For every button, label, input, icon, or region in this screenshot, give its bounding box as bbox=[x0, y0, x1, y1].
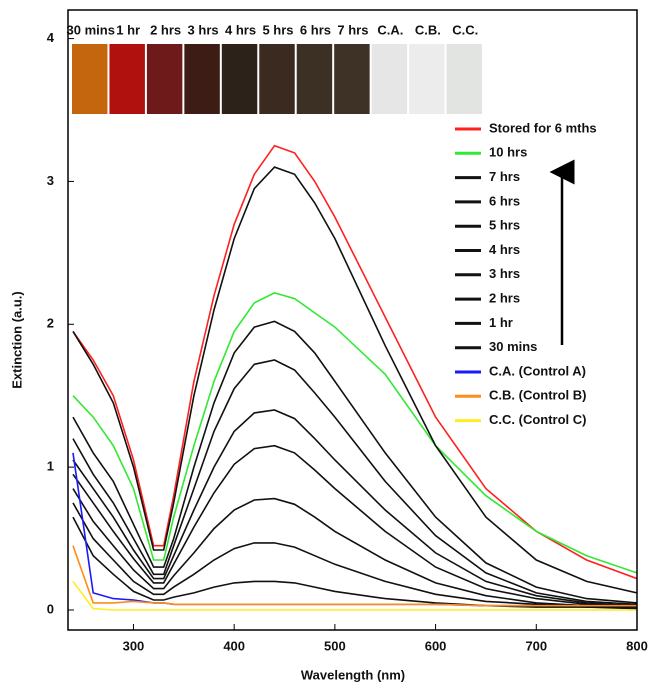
plot-frame bbox=[67, 9, 638, 631]
vial bbox=[446, 44, 482, 114]
legend-label: 30 mins bbox=[489, 339, 537, 354]
series-line bbox=[72, 545, 637, 607]
legend-label: 7 hrs bbox=[489, 169, 520, 184]
vial bbox=[146, 44, 183, 114]
vial bbox=[371, 44, 408, 114]
series-line bbox=[72, 502, 637, 608]
x-tick-label: 400 bbox=[223, 638, 245, 653]
vial-label: 1 hr bbox=[116, 22, 140, 37]
x-tick-label: 600 bbox=[425, 638, 447, 653]
series-line bbox=[72, 409, 638, 607]
vial-label: 4 hrs bbox=[225, 22, 256, 37]
legend-label: C.C. (Control C) bbox=[489, 412, 586, 427]
x-tick-label: 500 bbox=[324, 638, 346, 653]
y-tick-label: 0 bbox=[47, 601, 54, 616]
series-line bbox=[72, 144, 638, 580]
vial bbox=[409, 44, 445, 114]
series-line bbox=[72, 359, 638, 606]
x-tick-label: 800 bbox=[626, 638, 648, 653]
vial bbox=[184, 44, 220, 114]
legend-label: Stored for 6 mths bbox=[489, 120, 597, 135]
series-line bbox=[72, 292, 638, 574]
vial-label: 3 hrs bbox=[188, 22, 219, 37]
legend-label: 10 hrs bbox=[489, 145, 527, 160]
legend-label: C.B. (Control B) bbox=[489, 388, 586, 403]
vial-label: 5 hrs bbox=[262, 22, 293, 37]
legend-label: 1 hr bbox=[489, 315, 513, 330]
vial bbox=[109, 44, 145, 114]
vial-label: C.B. bbox=[415, 22, 441, 37]
vial bbox=[221, 44, 258, 114]
vial-label: 30 mins bbox=[67, 22, 115, 37]
vial bbox=[72, 44, 108, 114]
legend-label: C.A. (Control A) bbox=[489, 363, 586, 378]
vial-label: 7 hrs bbox=[337, 22, 368, 37]
legend-label: 2 hrs bbox=[489, 291, 520, 306]
series-line bbox=[72, 488, 638, 608]
y-tick-label: 1 bbox=[47, 459, 54, 474]
x-tick-label: 700 bbox=[525, 638, 547, 653]
series-line bbox=[72, 580, 637, 611]
x-tick-label: 300 bbox=[123, 638, 145, 653]
series-line bbox=[72, 444, 638, 607]
y-tick-label: 3 bbox=[47, 173, 54, 188]
vial bbox=[334, 44, 370, 114]
legend-label: 4 hrs bbox=[489, 242, 520, 257]
series-line bbox=[72, 320, 638, 604]
series-line bbox=[72, 166, 638, 594]
y-axis-label: Extinction (a.u.) bbox=[9, 291, 24, 389]
y-tick-label: 2 bbox=[47, 316, 54, 331]
vial-label: 6 hrs bbox=[300, 22, 331, 37]
y-tick-label: 4 bbox=[47, 30, 55, 45]
x-axis-label: Wavelength (nm) bbox=[301, 667, 405, 682]
vial bbox=[296, 44, 333, 114]
legend-label: 3 hrs bbox=[489, 266, 520, 281]
vial bbox=[259, 44, 295, 114]
legend-label: 6 hrs bbox=[489, 193, 520, 208]
vial-label: C.A. bbox=[377, 22, 403, 37]
vial-label: 2 hrs bbox=[150, 22, 181, 37]
vial-label: C.C. bbox=[452, 22, 478, 37]
legend-label: 5 hrs bbox=[489, 218, 520, 233]
